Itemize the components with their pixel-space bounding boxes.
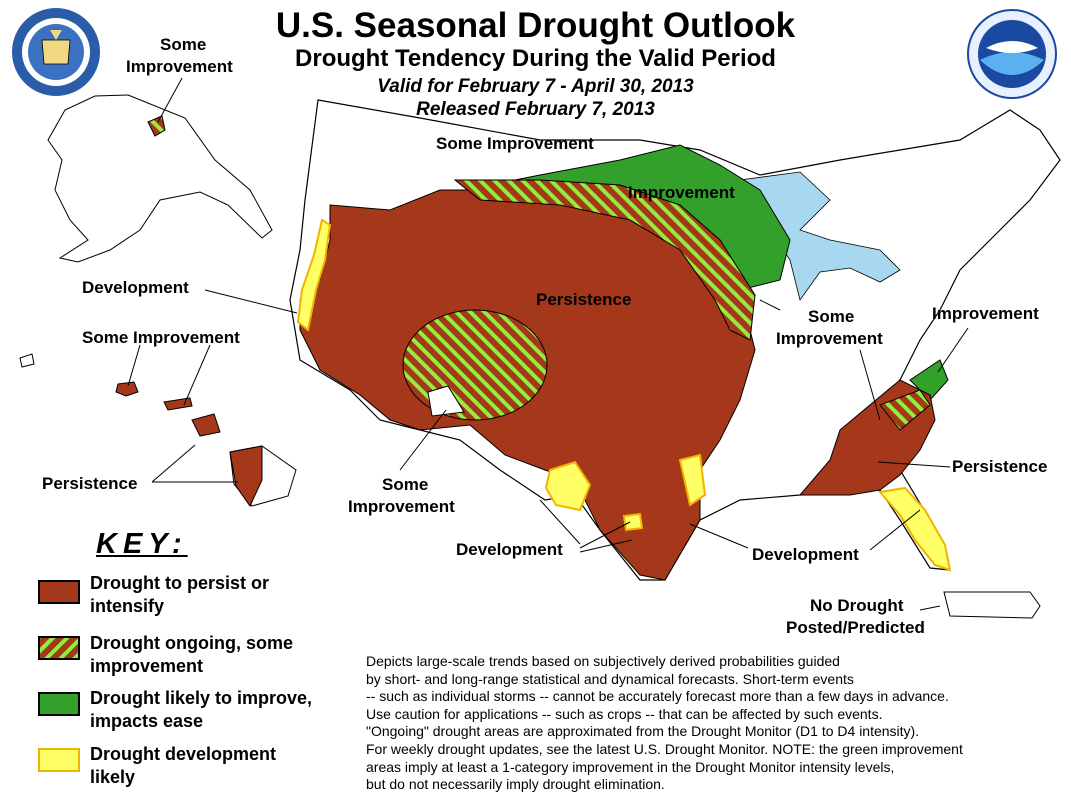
- hatched-region-north: [453, 179, 756, 341]
- development-region-south-texas: [622, 512, 644, 532]
- disclaimer-line: by short- and long-range statistical and…: [366, 670, 854, 687]
- unshaded-hole-southwest: [427, 385, 465, 417]
- key-item-develop-line1: Drought development: [90, 744, 277, 764]
- key-item-improve-line1: Drought likely to improve,: [90, 688, 313, 708]
- key-item-improve-line2: impacts ease: [90, 711, 204, 731]
- alaska-outline: [47, 94, 273, 263]
- key-item-ongoing-line1: Drought ongoing, some: [90, 633, 293, 653]
- hatched-region-southwest: [402, 309, 548, 421]
- development-region-texas: [544, 460, 592, 512]
- alaska-drought-area: [147, 115, 166, 137]
- disclaimer-text: Depicts large-scale trends based on subj…: [366, 653, 1066, 794]
- hatched-region-southeast: [879, 389, 931, 431]
- label-some-improvement-mid-2: Improvement: [776, 329, 883, 348]
- valid-period: Valid for February 7 - April 30, 2013: [377, 76, 694, 97]
- hawaii-molokai: [163, 397, 193, 411]
- hawaii-maui: [191, 413, 221, 437]
- development-region-florida: [878, 486, 952, 572]
- label-improvement-east: Improvement: [932, 304, 1039, 323]
- label-no-drought-2: Posted/Predicted: [786, 618, 925, 637]
- label-development-west: Development: [82, 278, 189, 297]
- disclaimer-line: Use caution for applications -- such as …: [366, 705, 883, 722]
- disclaimer-line: "Ongoing" drought areas are approximated…: [366, 723, 920, 740]
- label-some-improvement-sw-1: Some: [382, 475, 429, 494]
- key-item-persist: Drought to persist or intensify: [90, 572, 360, 618]
- label-persistence-southeast: Persistence: [952, 457, 1048, 476]
- key-swatch-persist: [38, 580, 80, 604]
- key-item-ongoing: Drought ongoing, some improvement: [90, 632, 360, 678]
- hawaii-kauai: [19, 353, 35, 368]
- key-item-persist-line2: intensify: [90, 596, 165, 616]
- key-item-persist-line1: Drought to persist or: [90, 573, 269, 593]
- puerto-rico: [943, 591, 1041, 619]
- label-no-drought-1: No Drought: [810, 596, 904, 615]
- hawaii-big-island-drought: [229, 445, 263, 507]
- development-region-west-coast: [296, 218, 332, 332]
- key-title: KEY:: [96, 528, 188, 560]
- release-date: Released February 7, 2013: [416, 99, 655, 120]
- leader-lines: [127, 77, 969, 611]
- label-alaska-some: Some: [160, 35, 207, 54]
- label-development-texas: Development: [456, 540, 563, 559]
- key-swatch-ongoing: [38, 636, 80, 660]
- key-item-develop-line2: likely: [90, 767, 136, 787]
- disclaimer-line: -- such as individual storms -- cannot b…: [366, 688, 949, 705]
- page-subtitle: Drought Tendency During the Valid Period: [295, 45, 776, 72]
- label-some-improvement-north: Some Improvement: [436, 134, 594, 153]
- label-some-improvement-hawaii: Some Improvement: [82, 328, 240, 347]
- noaa-logo-icon: [967, 9, 1057, 99]
- disclaimer-line: areas imply at least a 1-category improv…: [366, 758, 895, 775]
- commerce-seal-icon: [12, 8, 100, 96]
- key-swatch-improve: [38, 692, 80, 716]
- label-some-improvement-sw-2: Improvement: [348, 497, 455, 516]
- key-item-ongoing-line2: improvement: [90, 656, 204, 676]
- label-improvement-north: Improvement: [628, 183, 735, 202]
- label-persistence-hawaii: Persistence: [42, 474, 138, 493]
- development-region-gulf: [678, 453, 707, 507]
- disclaimer-line: but do not necessarily imply drought eli…: [366, 776, 665, 793]
- page-title: U.S. Seasonal Drought Outlook: [275, 6, 796, 45]
- key-item-improve: Drought likely to improve, impacts ease: [90, 687, 360, 733]
- label-persistence-center: Persistence: [536, 290, 632, 309]
- hawaii-oahu: [115, 381, 139, 397]
- disclaimer-line: Depicts large-scale trends based on subj…: [366, 653, 840, 669]
- label-development-gulf: Development: [752, 545, 859, 564]
- disclaimer-line: For weekly drought updates, see the late…: [366, 740, 963, 757]
- label-alaska-improvement: Improvement: [126, 57, 233, 76]
- key-swatch-develop: [38, 748, 80, 772]
- key-item-develop: Drought development likely: [90, 743, 360, 789]
- label-some-improvement-mid-1: Some: [808, 307, 855, 326]
